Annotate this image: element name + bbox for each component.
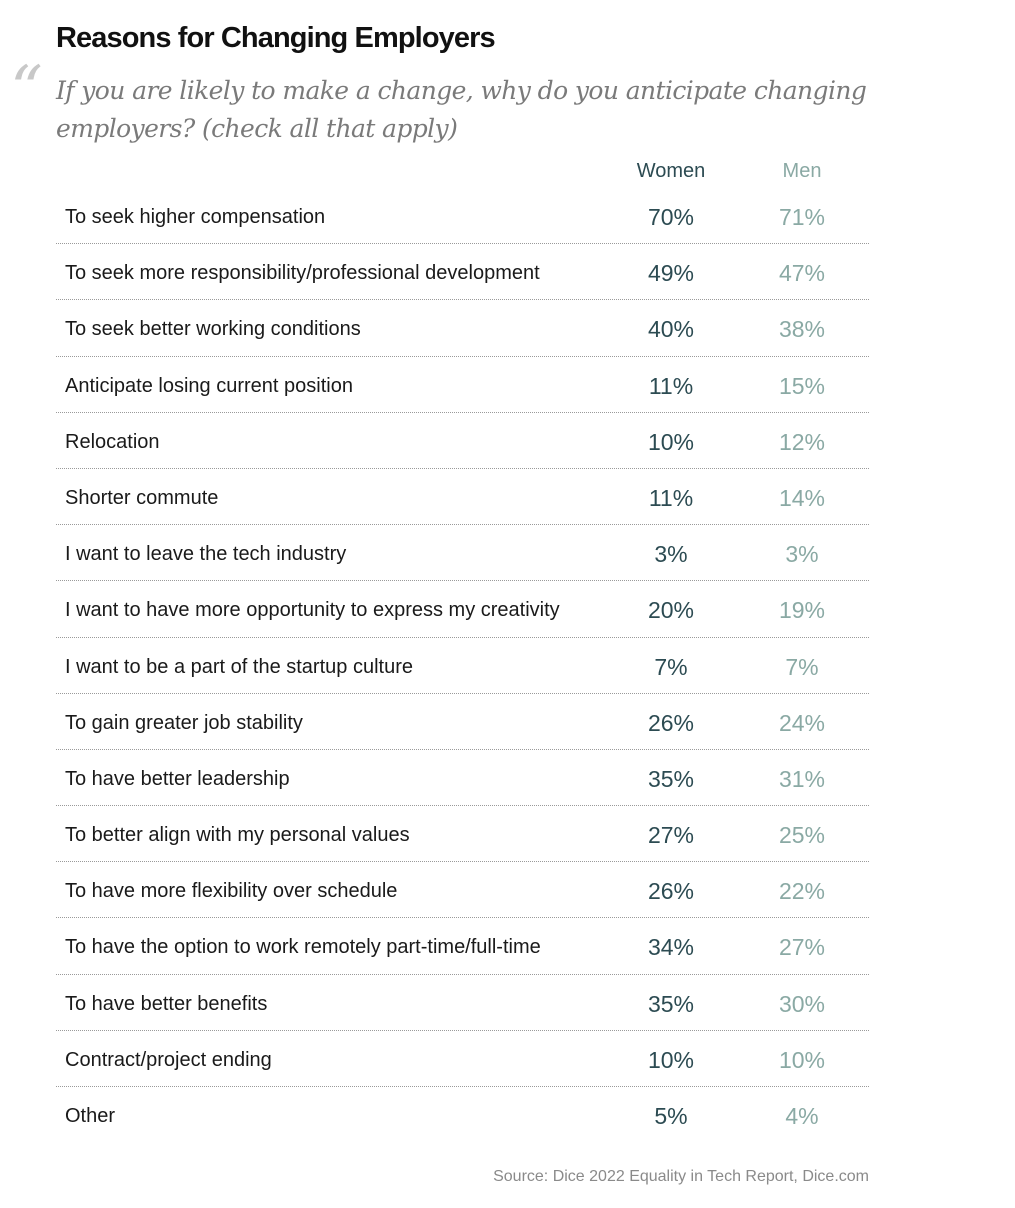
value-men: 10% — [778, 1046, 826, 1073]
value-men: 38% — [778, 316, 826, 343]
table-row: Other 5% 4% — [56, 1087, 869, 1143]
table-row: To seek higher compensation 70% 71% — [56, 188, 869, 245]
row-label: To have better leadership — [65, 767, 290, 790]
table-row: To seek more responsibility/professional… — [56, 244, 869, 301]
table-row: To have the option to work remotely part… — [56, 918, 869, 975]
row-label: I want to have more opportunity to expre… — [65, 599, 560, 622]
column-header-women: Women — [636, 160, 706, 182]
row-label: Anticipate losing current position — [65, 374, 353, 397]
value-women: 35% — [647, 765, 695, 792]
table-row: Relocation 10% 12% — [56, 413, 869, 469]
value-women: 11% — [648, 484, 694, 511]
value-men: 19% — [778, 597, 826, 624]
row-label: To better align with my personal values — [65, 824, 410, 847]
column-header-men: Men — [782, 160, 822, 182]
value-women: 49% — [647, 260, 695, 287]
value-women: 27% — [647, 822, 695, 849]
table-row: To have better benefits 35% 30% — [56, 975, 869, 1031]
row-label: I want to be a part of the startup cultu… — [65, 655, 413, 678]
value-women: 10% — [647, 1046, 695, 1073]
value-men: 3% — [785, 541, 819, 568]
row-label: To have better benefits — [65, 992, 268, 1015]
row-label: Contract/project ending — [65, 1048, 272, 1071]
value-men: 7% — [785, 653, 819, 680]
table-row: Contract/project ending 10% 10% — [56, 1031, 869, 1087]
value-women: 34% — [647, 934, 695, 961]
value-women: 11% — [648, 372, 694, 399]
value-women: 5% — [654, 1103, 688, 1129]
table-row: To have more flexibility over schedule 26… — [56, 862, 869, 919]
value-women: 20% — [647, 597, 695, 624]
row-label: To have more flexibility over schedule — [65, 880, 398, 903]
table-row: I want to have more opportunity to expre… — [56, 581, 869, 638]
table-row: To have better leadership 35% 31% — [56, 750, 869, 807]
row-label: To seek more responsibility/professional… — [65, 262, 540, 285]
value-women: 7% — [654, 653, 688, 680]
value-men: 71% — [778, 204, 826, 230]
value-men: 24% — [778, 709, 826, 736]
value-men: 22% — [778, 878, 826, 905]
value-men: 47% — [778, 260, 826, 287]
value-men: 12% — [778, 428, 826, 455]
row-label: To seek better working conditions — [65, 318, 361, 341]
data-table: To seek higher compensation 70% 71% To seek… — [56, 188, 869, 1143]
row-label: To gain greater job stability — [65, 711, 303, 734]
value-women: 3% — [654, 541, 688, 568]
table-row: To gain greater job stability 26% 24% — [56, 694, 869, 750]
row-label: Relocation — [65, 430, 160, 453]
value-men: 15% — [778, 372, 826, 399]
table-row: To seek better working conditions 40% 38% — [56, 300, 869, 357]
table-row: I want to leave the tech industry 3% 3% — [56, 525, 869, 582]
chart-subtitle: If you are likely to make a change, why … — [56, 76, 867, 143]
value-women: 26% — [647, 878, 695, 905]
chart-title: Reasons for Changing Employers — [56, 22, 496, 54]
value-men: 25% — [778, 822, 826, 849]
table-row: To better align with my personal values 2… — [56, 806, 869, 863]
table-row: Shorter commute 11% 14% — [56, 469, 869, 526]
table-row: Anticipate losing current position 11% 15% — [56, 357, 869, 413]
value-women: 26% — [647, 709, 695, 736]
row-label: Other — [65, 1105, 116, 1127]
source-note: Source: Dice 2022 Equality in Tech Repor… — [493, 1168, 869, 1185]
row-label: To have the option to work remotely part… — [65, 936, 541, 959]
value-women: 10% — [647, 428, 695, 455]
row-label: I want to leave the tech industry — [65, 543, 347, 566]
quote-mark-icon: “ — [10, 53, 43, 127]
value-women: 70% — [647, 204, 695, 230]
row-label: To seek higher compensation — [65, 206, 326, 228]
value-men: 27% — [778, 934, 826, 961]
value-women: 40% — [647, 316, 695, 343]
value-men: 30% — [778, 990, 826, 1017]
row-label: Shorter commute — [65, 486, 219, 509]
value-men: 14% — [778, 484, 826, 511]
value-women: 35% — [647, 990, 695, 1017]
value-men: 31% — [778, 765, 826, 792]
value-men: 4% — [785, 1103, 819, 1129]
table-row: I want to be a part of the startup cultu… — [56, 638, 869, 694]
